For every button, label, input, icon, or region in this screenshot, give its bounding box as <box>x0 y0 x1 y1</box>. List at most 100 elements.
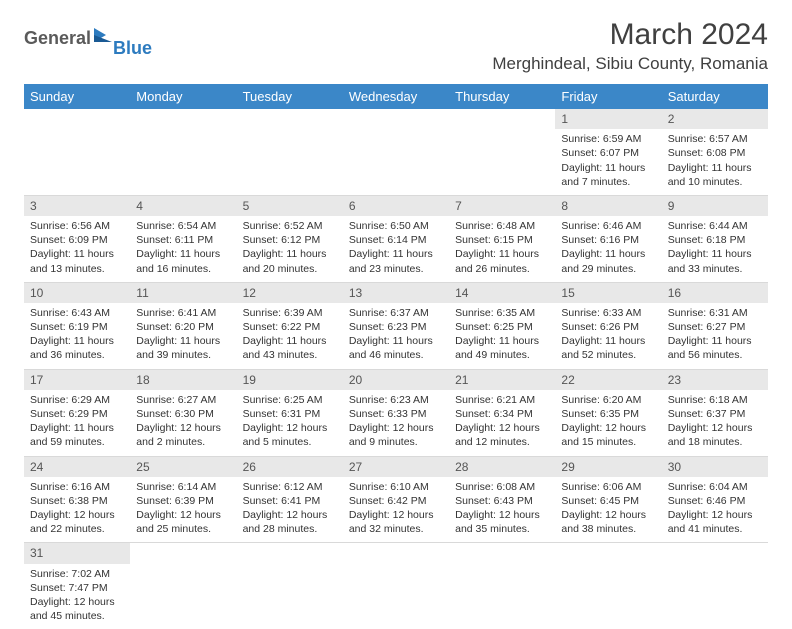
calendar-cell <box>343 543 449 629</box>
sunrise-line: Sunrise: 6:23 AM <box>349 393 443 407</box>
sunrise-line: Sunrise: 6:10 AM <box>349 480 443 494</box>
day-number: 28 <box>449 457 555 477</box>
daylight-line: Daylight: 11 hours and 23 minutes. <box>349 247 443 275</box>
logo-text-general: General <box>24 28 91 49</box>
day-number: 18 <box>130 370 236 390</box>
day-number: 19 <box>237 370 343 390</box>
sunrise-line: Sunrise: 6:52 AM <box>243 219 337 233</box>
calendar-cell <box>24 109 130 195</box>
day-body: Sunrise: 6:12 AMSunset: 6:41 PMDaylight:… <box>237 477 343 543</box>
day-body: Sunrise: 6:04 AMSunset: 6:46 PMDaylight:… <box>662 477 768 543</box>
sunset-line: Sunset: 6:15 PM <box>455 233 549 247</box>
day-number: 5 <box>237 196 343 216</box>
calendar-cell: 7Sunrise: 6:48 AMSunset: 6:15 PMDaylight… <box>449 195 555 282</box>
daylight-line: Daylight: 12 hours and 15 minutes. <box>561 421 655 449</box>
day-body: Sunrise: 6:23 AMSunset: 6:33 PMDaylight:… <box>343 390 449 456</box>
sunset-line: Sunset: 6:34 PM <box>455 407 549 421</box>
day-body: Sunrise: 6:25 AMSunset: 6:31 PMDaylight:… <box>237 390 343 456</box>
day-number: 13 <box>343 283 449 303</box>
logo-text-blue: Blue <box>113 38 152 59</box>
day-body: Sunrise: 6:37 AMSunset: 6:23 PMDaylight:… <box>343 303 449 369</box>
day-number: 12 <box>237 283 343 303</box>
calendar-cell: 1Sunrise: 6:59 AMSunset: 6:07 PMDaylight… <box>555 109 661 195</box>
daylight-line: Daylight: 12 hours and 12 minutes. <box>455 421 549 449</box>
sunset-line: Sunset: 6:26 PM <box>561 320 655 334</box>
day-number: 2 <box>662 109 768 129</box>
calendar-cell: 13Sunrise: 6:37 AMSunset: 6:23 PMDayligh… <box>343 282 449 369</box>
calendar-cell <box>130 543 236 629</box>
day-body: Sunrise: 6:50 AMSunset: 6:14 PMDaylight:… <box>343 216 449 282</box>
daylight-line: Daylight: 11 hours and 20 minutes. <box>243 247 337 275</box>
daylight-line: Daylight: 12 hours and 22 minutes. <box>30 508 124 536</box>
day-body: Sunrise: 6:39 AMSunset: 6:22 PMDaylight:… <box>237 303 343 369</box>
daylight-line: Daylight: 11 hours and 13 minutes. <box>30 247 124 275</box>
calendar-cell: 16Sunrise: 6:31 AMSunset: 6:27 PMDayligh… <box>662 282 768 369</box>
calendar-cell: 6Sunrise: 6:50 AMSunset: 6:14 PMDaylight… <box>343 195 449 282</box>
sunset-line: Sunset: 6:46 PM <box>668 494 762 508</box>
day-number: 26 <box>237 457 343 477</box>
calendar-cell: 23Sunrise: 6:18 AMSunset: 6:37 PMDayligh… <box>662 369 768 456</box>
sunset-line: Sunset: 6:33 PM <box>349 407 443 421</box>
day-body: Sunrise: 6:35 AMSunset: 6:25 PMDaylight:… <box>449 303 555 369</box>
day-number: 31 <box>24 543 130 563</box>
day-body: Sunrise: 6:54 AMSunset: 6:11 PMDaylight:… <box>130 216 236 282</box>
day-header: Thursday <box>449 84 555 109</box>
header: General Blue March 2024 Merghindeal, Sib… <box>24 18 768 74</box>
sunrise-line: Sunrise: 6:39 AM <box>243 306 337 320</box>
sunrise-line: Sunrise: 6:57 AM <box>668 132 762 146</box>
sunset-line: Sunset: 6:41 PM <box>243 494 337 508</box>
daylight-line: Daylight: 12 hours and 28 minutes. <box>243 508 337 536</box>
sunrise-line: Sunrise: 6:20 AM <box>561 393 655 407</box>
sunset-line: Sunset: 6:29 PM <box>30 407 124 421</box>
sunrise-line: Sunrise: 6:46 AM <box>561 219 655 233</box>
day-body: Sunrise: 6:44 AMSunset: 6:18 PMDaylight:… <box>662 216 768 282</box>
calendar-cell: 21Sunrise: 6:21 AMSunset: 6:34 PMDayligh… <box>449 369 555 456</box>
day-body: Sunrise: 6:43 AMSunset: 6:19 PMDaylight:… <box>24 303 130 369</box>
sunset-line: Sunset: 6:43 PM <box>455 494 549 508</box>
day-number: 11 <box>130 283 236 303</box>
daylight-line: Daylight: 12 hours and 38 minutes. <box>561 508 655 536</box>
day-number: 20 <box>343 370 449 390</box>
sunset-line: Sunset: 6:37 PM <box>668 407 762 421</box>
day-body: Sunrise: 6:52 AMSunset: 6:12 PMDaylight:… <box>237 216 343 282</box>
sunset-line: Sunset: 6:23 PM <box>349 320 443 334</box>
daylight-line: Daylight: 11 hours and 16 minutes. <box>136 247 230 275</box>
daylight-line: Daylight: 11 hours and 59 minutes. <box>30 421 124 449</box>
calendar-week: 1Sunrise: 6:59 AMSunset: 6:07 PMDaylight… <box>24 109 768 195</box>
day-body: Sunrise: 6:46 AMSunset: 6:16 PMDaylight:… <box>555 216 661 282</box>
day-body: Sunrise: 6:18 AMSunset: 6:37 PMDaylight:… <box>662 390 768 456</box>
daylight-line: Daylight: 11 hours and 56 minutes. <box>668 334 762 362</box>
sunset-line: Sunset: 6:14 PM <box>349 233 443 247</box>
calendar-table: SundayMondayTuesdayWednesdayThursdayFrid… <box>24 84 768 629</box>
sunset-line: Sunset: 6:38 PM <box>30 494 124 508</box>
sunset-line: Sunset: 6:19 PM <box>30 320 124 334</box>
sunrise-line: Sunrise: 6:50 AM <box>349 219 443 233</box>
sunset-line: Sunset: 6:39 PM <box>136 494 230 508</box>
daylight-line: Daylight: 11 hours and 29 minutes. <box>561 247 655 275</box>
daylight-line: Daylight: 11 hours and 39 minutes. <box>136 334 230 362</box>
day-number: 1 <box>555 109 661 129</box>
daylight-line: Daylight: 11 hours and 43 minutes. <box>243 334 337 362</box>
sunrise-line: Sunrise: 6:43 AM <box>30 306 124 320</box>
flag-icon <box>93 26 115 51</box>
calendar-week: 10Sunrise: 6:43 AMSunset: 6:19 PMDayligh… <box>24 282 768 369</box>
calendar-cell <box>449 109 555 195</box>
sunset-line: Sunset: 6:31 PM <box>243 407 337 421</box>
calendar-cell: 28Sunrise: 6:08 AMSunset: 6:43 PMDayligh… <box>449 456 555 543</box>
calendar-cell <box>237 109 343 195</box>
calendar-cell <box>662 543 768 629</box>
sunrise-line: Sunrise: 6:14 AM <box>136 480 230 494</box>
day-header: Saturday <box>662 84 768 109</box>
sunrise-line: Sunrise: 6:12 AM <box>243 480 337 494</box>
day-header: Monday <box>130 84 236 109</box>
sunset-line: Sunset: 6:22 PM <box>243 320 337 334</box>
sunrise-line: Sunrise: 6:54 AM <box>136 219 230 233</box>
sunrise-line: Sunrise: 6:27 AM <box>136 393 230 407</box>
calendar-cell: 19Sunrise: 6:25 AMSunset: 6:31 PMDayligh… <box>237 369 343 456</box>
daylight-line: Daylight: 12 hours and 45 minutes. <box>30 595 124 623</box>
day-body: Sunrise: 6:16 AMSunset: 6:38 PMDaylight:… <box>24 477 130 543</box>
day-body: Sunrise: 6:48 AMSunset: 6:15 PMDaylight:… <box>449 216 555 282</box>
day-number: 25 <box>130 457 236 477</box>
daylight-line: Daylight: 11 hours and 7 minutes. <box>561 161 655 189</box>
calendar-cell: 5Sunrise: 6:52 AMSunset: 6:12 PMDaylight… <box>237 195 343 282</box>
